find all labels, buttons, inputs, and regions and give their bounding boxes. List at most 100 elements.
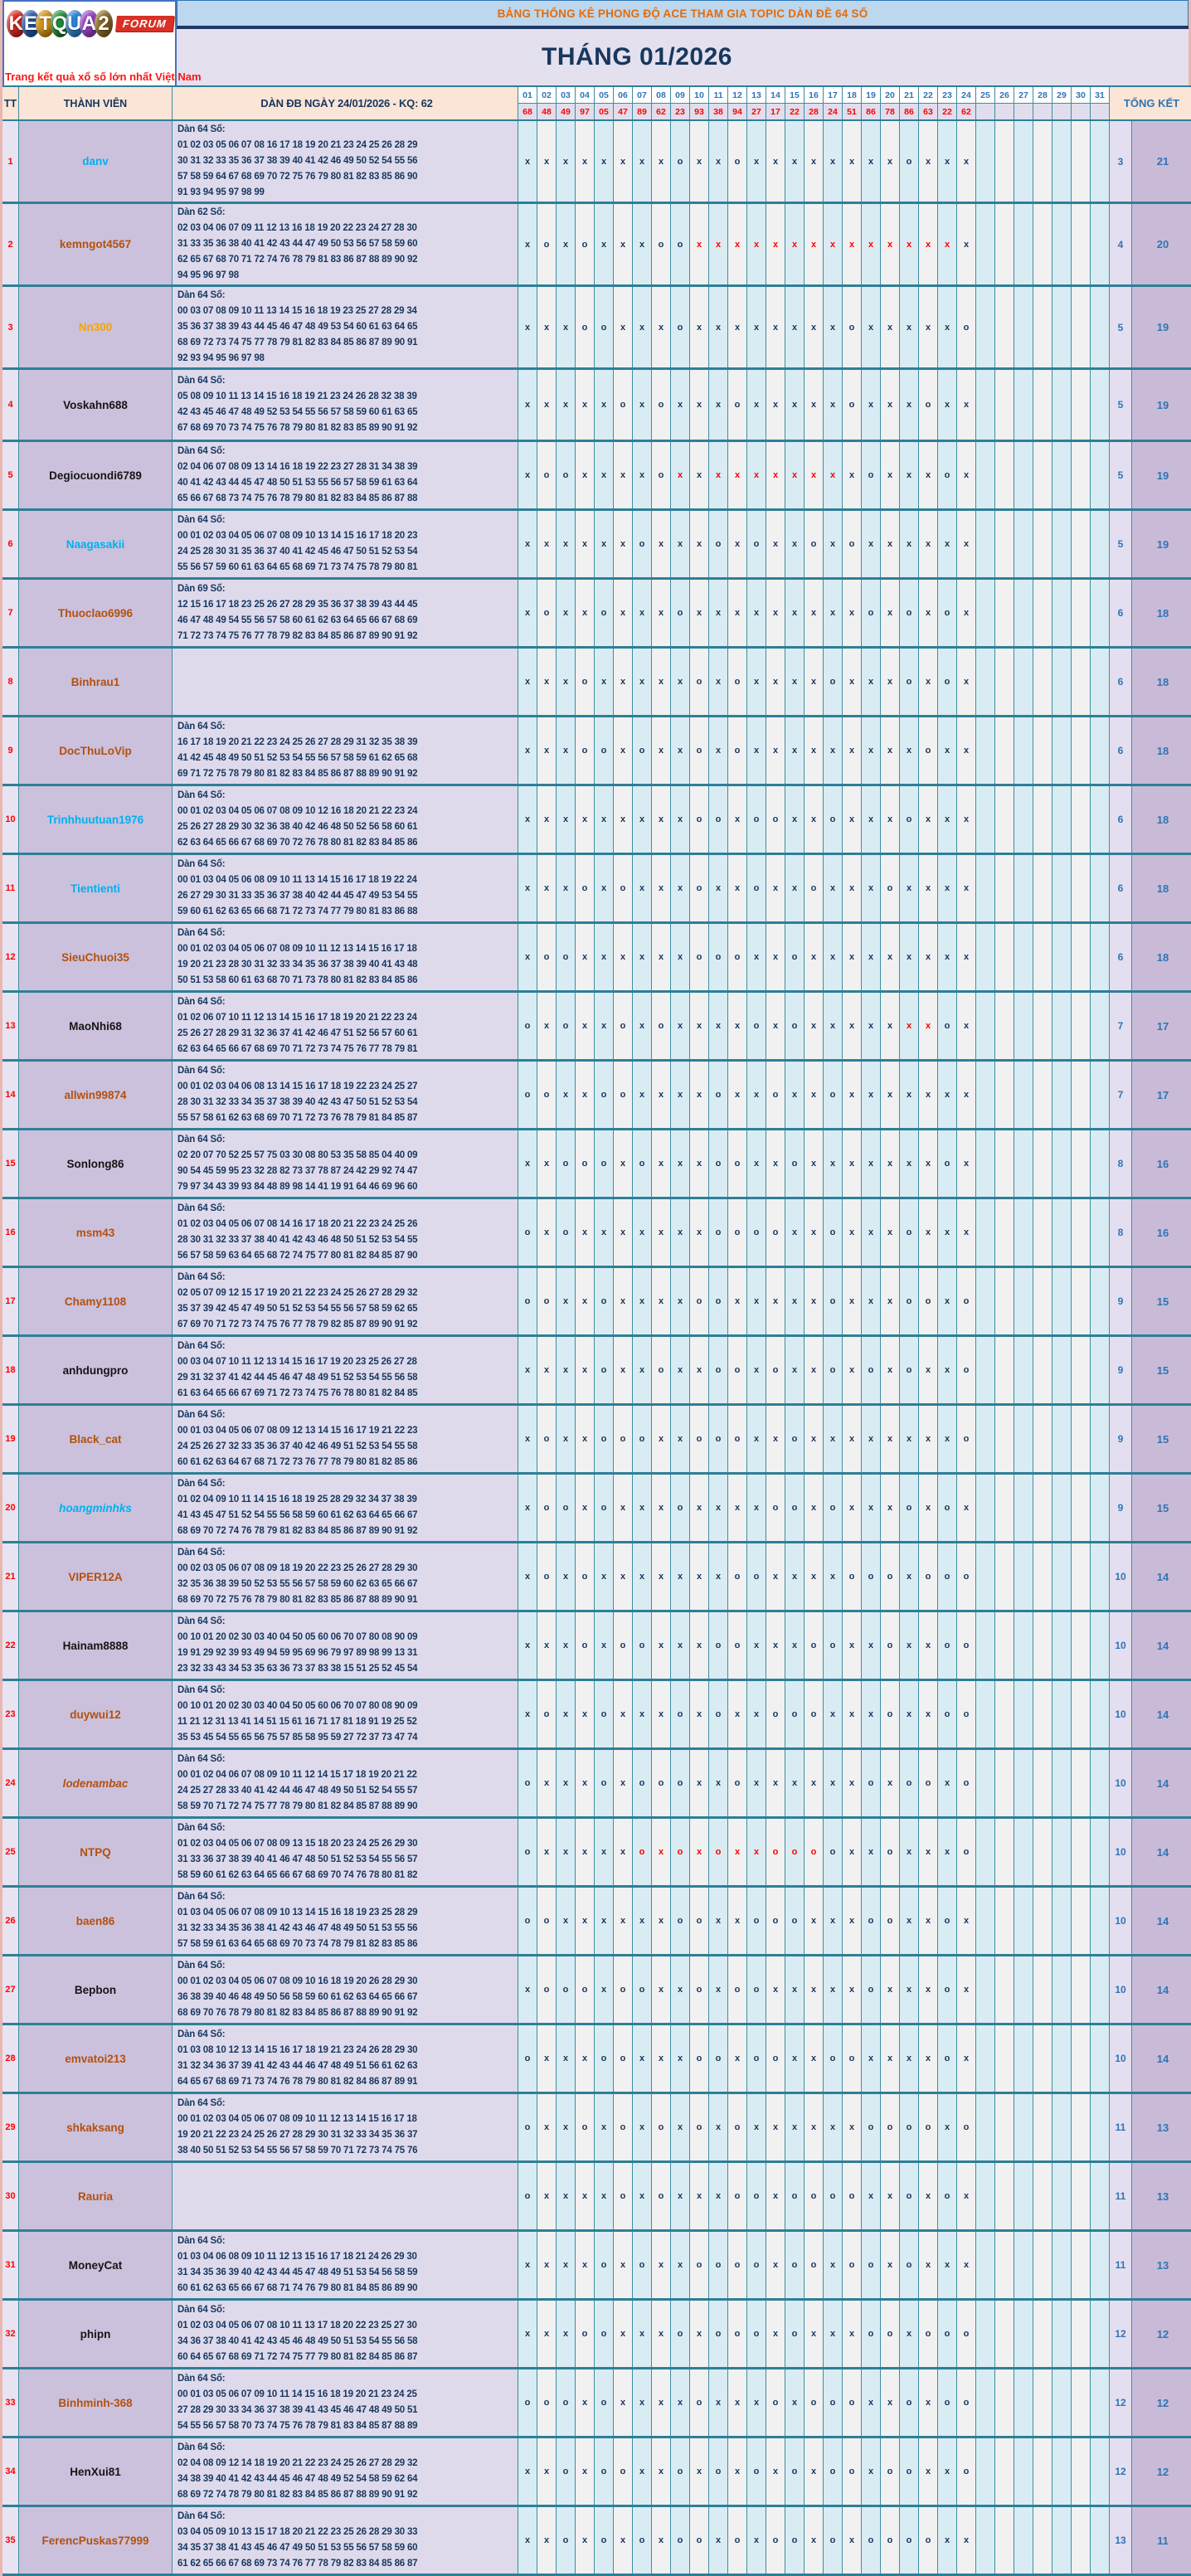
member-name-link[interactable]: Binhrau1 bbox=[70, 675, 120, 688]
member-name-link[interactable]: Thuoclao6996 bbox=[57, 606, 134, 620]
member-name-link[interactable]: Hainam8888 bbox=[62, 1639, 129, 1652]
empty-day-30 bbox=[1072, 1888, 1091, 1954]
mark-day-07: x bbox=[633, 1475, 652, 1541]
mark-day-08: x bbox=[652, 1819, 671, 1885]
mark-day-08: o bbox=[652, 993, 671, 1059]
member-name-link[interactable]: Naagasakii bbox=[66, 537, 125, 551]
member-name-link[interactable]: shkaksang bbox=[66, 2121, 124, 2134]
mark-day-16: x bbox=[805, 1337, 824, 1403]
mark-day-24: x bbox=[957, 580, 976, 646]
member-name-link[interactable]: VIPER12A bbox=[68, 1570, 123, 1583]
empty-day-31 bbox=[1091, 1475, 1110, 1541]
mark-day-23: x bbox=[938, 1406, 957, 1472]
member-name-link[interactable]: SieuChuoi35 bbox=[61, 950, 129, 964]
mark-day-01: x bbox=[518, 511, 537, 577]
member-name-link[interactable]: Trinhhuutuan1976 bbox=[46, 813, 144, 826]
member-name-link[interactable]: Black_cat bbox=[69, 1432, 122, 1446]
member-name-link[interactable]: phipn bbox=[80, 2327, 111, 2340]
total-hit: 14 bbox=[1132, 1543, 1191, 1610]
empty-day-31 bbox=[1091, 924, 1110, 990]
member-name-link[interactable]: hoangminhks bbox=[59, 1501, 132, 1514]
empty-day-26 bbox=[995, 511, 1014, 577]
member-name-link[interactable]: allwin99874 bbox=[64, 1088, 127, 1101]
empty-day-28 bbox=[1033, 1130, 1052, 1197]
member-name-link[interactable]: kemngot4567 bbox=[59, 238, 132, 250]
mark-day-22: o bbox=[919, 717, 938, 784]
mark-day-22: x bbox=[919, 1199, 938, 1266]
member-name-link[interactable]: lodenambac bbox=[62, 1776, 129, 1790]
dan-label: Dàn 64 Số: bbox=[177, 1479, 226, 1489]
mark-day-06: x bbox=[614, 442, 633, 508]
dan-line: 67 69 70 71 72 73 74 75 76 77 78 79 82 8… bbox=[177, 1320, 418, 1329]
mark-day-23: o bbox=[938, 2301, 957, 2367]
member-name-link[interactable]: Binhminh-368 bbox=[58, 2396, 133, 2409]
mark-day-23: x bbox=[938, 1337, 957, 1403]
member-name-link[interactable]: Bepbon bbox=[74, 1983, 117, 1996]
page-header: K E T Q U A 2 FORUM Trang kết quả xổ số lớn nhấ… bbox=[2, 0, 1189, 85]
empty-day-25 bbox=[976, 287, 995, 367]
day-number: 03 bbox=[557, 87, 575, 104]
total-hit: 14 bbox=[1132, 1612, 1191, 1679]
empty-day-28 bbox=[1033, 1956, 1052, 2023]
mark-day-07: o bbox=[633, 1612, 652, 1679]
member-name-link[interactable]: FerencPuskas77999 bbox=[41, 2534, 149, 2547]
member-name-link[interactable]: baen86 bbox=[75, 1914, 115, 1927]
dan-label: Dàn 64 Số: bbox=[177, 2442, 226, 2452]
member-cell: SieuChuoi35 bbox=[19, 924, 173, 990]
mark-day-20: x bbox=[881, 1268, 900, 1334]
mark-day-24: x bbox=[957, 1130, 976, 1197]
mark-day-20: o bbox=[881, 2301, 900, 2367]
mark-day-21: o bbox=[900, 786, 919, 853]
dan-label: Dàn 64 Số: bbox=[177, 722, 226, 731]
mark-day-05: x bbox=[595, 2094, 614, 2160]
mark-day-19: o bbox=[862, 580, 881, 646]
dan-label: Dàn 64 Số: bbox=[177, 515, 226, 525]
member-name-link[interactable]: Voskahn688 bbox=[63, 398, 128, 411]
member-name-link[interactable]: Nn300 bbox=[78, 321, 113, 333]
mark-day-19: o bbox=[862, 1543, 881, 1610]
mark-day-15: o bbox=[785, 1475, 805, 1541]
mark-day-09: o bbox=[671, 1888, 690, 1954]
site-logo[interactable]: K E T Q U A 2 FORUM Trang kết quả xổ số lớn nhấ… bbox=[2, 0, 202, 85]
member-name-link[interactable]: danv bbox=[82, 155, 109, 168]
mark-day-23: x bbox=[938, 2232, 957, 2298]
empty-day-27 bbox=[1014, 786, 1033, 853]
member-row-phipn: 32 phipn Dàn 64 Số: 01 02 03 04 05 06 07 08… bbox=[2, 2301, 1191, 2369]
mark-day-09: o bbox=[671, 1750, 690, 1816]
mark-day-14: x bbox=[766, 2094, 785, 2160]
mark-day-18: o bbox=[843, 511, 862, 577]
empty-day-27 bbox=[1014, 1062, 1033, 1128]
mark-day-20: o bbox=[881, 2094, 900, 2160]
mark-day-16: x bbox=[805, 1199, 824, 1266]
dan-numbers-cell: Dàn 64 Số: 00 01 02 03 04 05 06 07 08 09 … bbox=[173, 511, 518, 577]
member-cell: HenXui81 bbox=[19, 2438, 173, 2505]
dan-line: 11 21 12 31 13 41 14 51 15 61 16 71 17 8… bbox=[177, 1717, 417, 1727]
member-name-link[interactable]: DocThuLoVip bbox=[59, 744, 132, 757]
member-name-link[interactable]: NTPQ bbox=[80, 1845, 111, 1859]
mark-day-02: o bbox=[537, 924, 557, 990]
member-name-link[interactable]: msm43 bbox=[75, 1226, 115, 1239]
mark-day-19: o bbox=[862, 1750, 881, 1816]
member-name-link[interactable]: MoneyCat bbox=[68, 2258, 123, 2272]
empty-day-30 bbox=[1072, 1268, 1091, 1334]
mark-day-05: o bbox=[595, 1681, 614, 1747]
mark-day-16: x bbox=[805, 287, 824, 367]
member-name-link[interactable]: Tientienti bbox=[70, 882, 120, 895]
member-name-link[interactable]: HenXui81 bbox=[70, 2465, 121, 2478]
member-name-link[interactable]: Chamy1108 bbox=[64, 1295, 127, 1308]
mark-day-04: x bbox=[576, 1681, 595, 1747]
member-cell: Hainam8888 bbox=[19, 1612, 173, 1679]
empty-day-29 bbox=[1052, 1612, 1072, 1679]
total-hit: 14 bbox=[1132, 1819, 1191, 1885]
member-name-link[interactable]: duywui12 bbox=[70, 1708, 121, 1721]
member-name-link[interactable]: Rauria bbox=[77, 2190, 114, 2203]
row-rank: 12 bbox=[2, 924, 19, 990]
empty-day-28 bbox=[1033, 580, 1052, 646]
member-name-link[interactable]: anhdungpro bbox=[62, 1363, 129, 1377]
member-name-link[interactable]: emvatoi213 bbox=[65, 2052, 126, 2065]
dan-numbers-cell: Dàn 64 Số: 00 01 02 04 06 07 08 09 10 11 … bbox=[173, 1750, 518, 1816]
member-name-link[interactable]: Sonlong86 bbox=[66, 1157, 124, 1170]
mark-day-13: x bbox=[747, 1062, 766, 1128]
member-name-link[interactable]: Degiocuondi6789 bbox=[49, 469, 142, 482]
member-name-link[interactable]: MaoNhi68 bbox=[69, 1019, 122, 1033]
